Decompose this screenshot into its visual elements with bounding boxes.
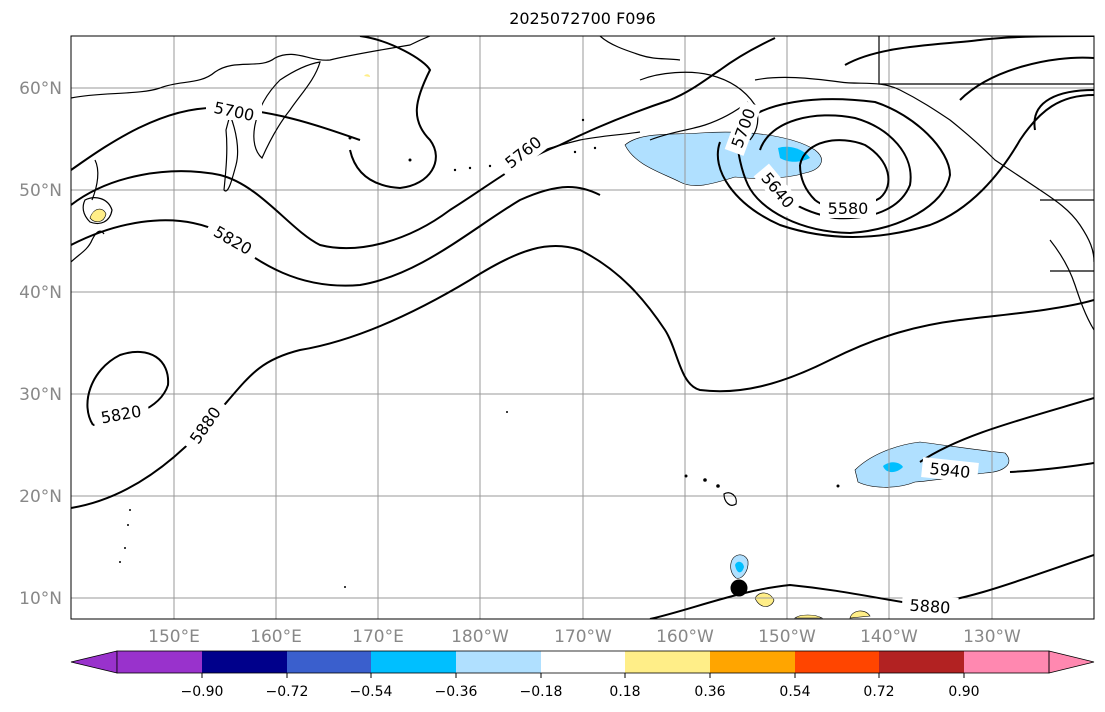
contour-north-loop	[349, 36, 437, 190]
colorbar-frame	[116, 650, 1050, 674]
contour-5880-main	[71, 244, 1094, 509]
contour-5640	[734, 98, 952, 235]
contour-5880-canada	[1033, 89, 1094, 131]
contour-5940	[919, 397, 1094, 463]
coastlines	[71, 36, 1094, 331]
coast-alaska-peninsula	[649, 101, 749, 141]
height-contours	[71, 36, 1094, 619]
contour-5820-north	[71, 186, 601, 287]
contour-label-5580: 5580	[828, 199, 869, 218]
contour-5700-gulf	[716, 94, 1094, 238]
colorbar-bin-3	[287, 651, 372, 673]
colorbar: −0.90 −0.72 −0.54 −0.36 −0.18 0.18 0.36 …	[70, 650, 1095, 700]
coast-hokkaido	[82, 197, 113, 225]
colorbar-tick-7: 0.36	[694, 684, 725, 700]
colorbar-tick-1: −0.90	[181, 684, 224, 700]
contour-5760	[71, 99, 671, 249]
map-gridlines	[71, 36, 1094, 619]
colorbar-tick-5: −0.18	[520, 684, 563, 700]
lat-label-10n: 10°N	[19, 589, 62, 609]
contour-label-5880-south: 5880	[909, 596, 951, 618]
colorbar-tick-8: 0.54	[779, 684, 810, 700]
colorbar-extend-max	[1048, 650, 1095, 674]
contour-5880-south	[649, 554, 1094, 619]
coast-canada	[1049, 239, 1094, 331]
colorbar-bin-2	[202, 651, 287, 673]
strong-negative-anomaly-near-marker	[735, 561, 744, 573]
contour-5820-canada	[959, 56, 1094, 101]
map-frame	[70, 35, 1095, 620]
colorbar-tick-2: −0.72	[266, 684, 309, 700]
coast-kamchatka	[253, 61, 321, 159]
colorbar-bin-7	[625, 651, 710, 673]
colorbar-bin-8	[710, 651, 795, 673]
coast-alaska-south	[754, 76, 1094, 263]
coast-siberia	[71, 36, 431, 99]
coast-chukotka	[599, 36, 681, 61]
contour-5760-east	[669, 37, 776, 101]
positive-anomaly-kamchatka	[364, 74, 370, 77]
contour-5580-outer	[759, 114, 912, 220]
contour-5940-lower	[1009, 462, 1094, 473]
lon-label-170e: 170°E	[352, 627, 404, 647]
coast-alaska-west	[639, 71, 759, 141]
longitude-labels: 150°E 160°E 170°E 180°W 170°W 160°W 150°…	[148, 627, 1021, 647]
lat-label-20n: 20°N	[19, 487, 62, 507]
colorbar-tick-6: 0.18	[609, 684, 640, 700]
coast-okhotsk	[223, 113, 239, 192]
colorbar-tick-3: −0.54	[350, 684, 393, 700]
lon-label-180w: 180°W	[451, 627, 509, 647]
positive-anomaly-japan	[89, 208, 107, 223]
lon-label-160e: 160°E	[250, 627, 302, 647]
contour-5580-inner	[799, 139, 890, 210]
colorbar-tick-4: −0.36	[435, 684, 478, 700]
colorbar-bin-1	[117, 651, 202, 673]
lon-label-130w: 130°W	[963, 627, 1021, 647]
lat-label-30n: 30°N	[19, 385, 62, 405]
lon-label-150w: 150°W	[758, 627, 816, 647]
latitude-labels: 60°N 50°N 40°N 30°N 20°N 10°N	[19, 79, 62, 609]
positive-anomaly-south-3	[849, 610, 871, 619]
colorbar-tick-9: 0.72	[863, 684, 894, 700]
storm-center-dot	[730, 579, 748, 597]
colorbar-bin-6	[541, 651, 626, 673]
coast-sakhalin	[91, 159, 99, 201]
lat-label-40n: 40°N	[19, 283, 62, 303]
colorbar-bin-4	[371, 651, 456, 673]
contour-label-5940: 5940	[929, 459, 971, 482]
positive-anomaly-south-2	[794, 614, 824, 619]
colorbar-tick-10: 0.90	[948, 684, 979, 700]
colorbar-bin-5	[456, 651, 541, 673]
positive-anomaly-south-1	[754, 592, 775, 607]
lon-label-140w: 140°W	[860, 627, 918, 647]
hawaii-big-island	[723, 492, 737, 506]
lat-label-60n: 60°N	[19, 79, 62, 99]
map-title: 2025072700 F096	[509, 9, 656, 28]
colorbar-bin-10	[879, 651, 964, 673]
lat-label-50n: 50°N	[19, 181, 62, 201]
lon-label-160w: 160°W	[656, 627, 714, 647]
colorbar-bin-9	[795, 651, 880, 673]
strong-negative-anomaly-subtropics	[883, 462, 903, 473]
lon-label-150e: 150°E	[148, 627, 200, 647]
lon-label-170w: 170°W	[554, 627, 612, 647]
colorbar-bin-11	[964, 651, 1049, 673]
colorbar-extend-min	[70, 650, 118, 674]
